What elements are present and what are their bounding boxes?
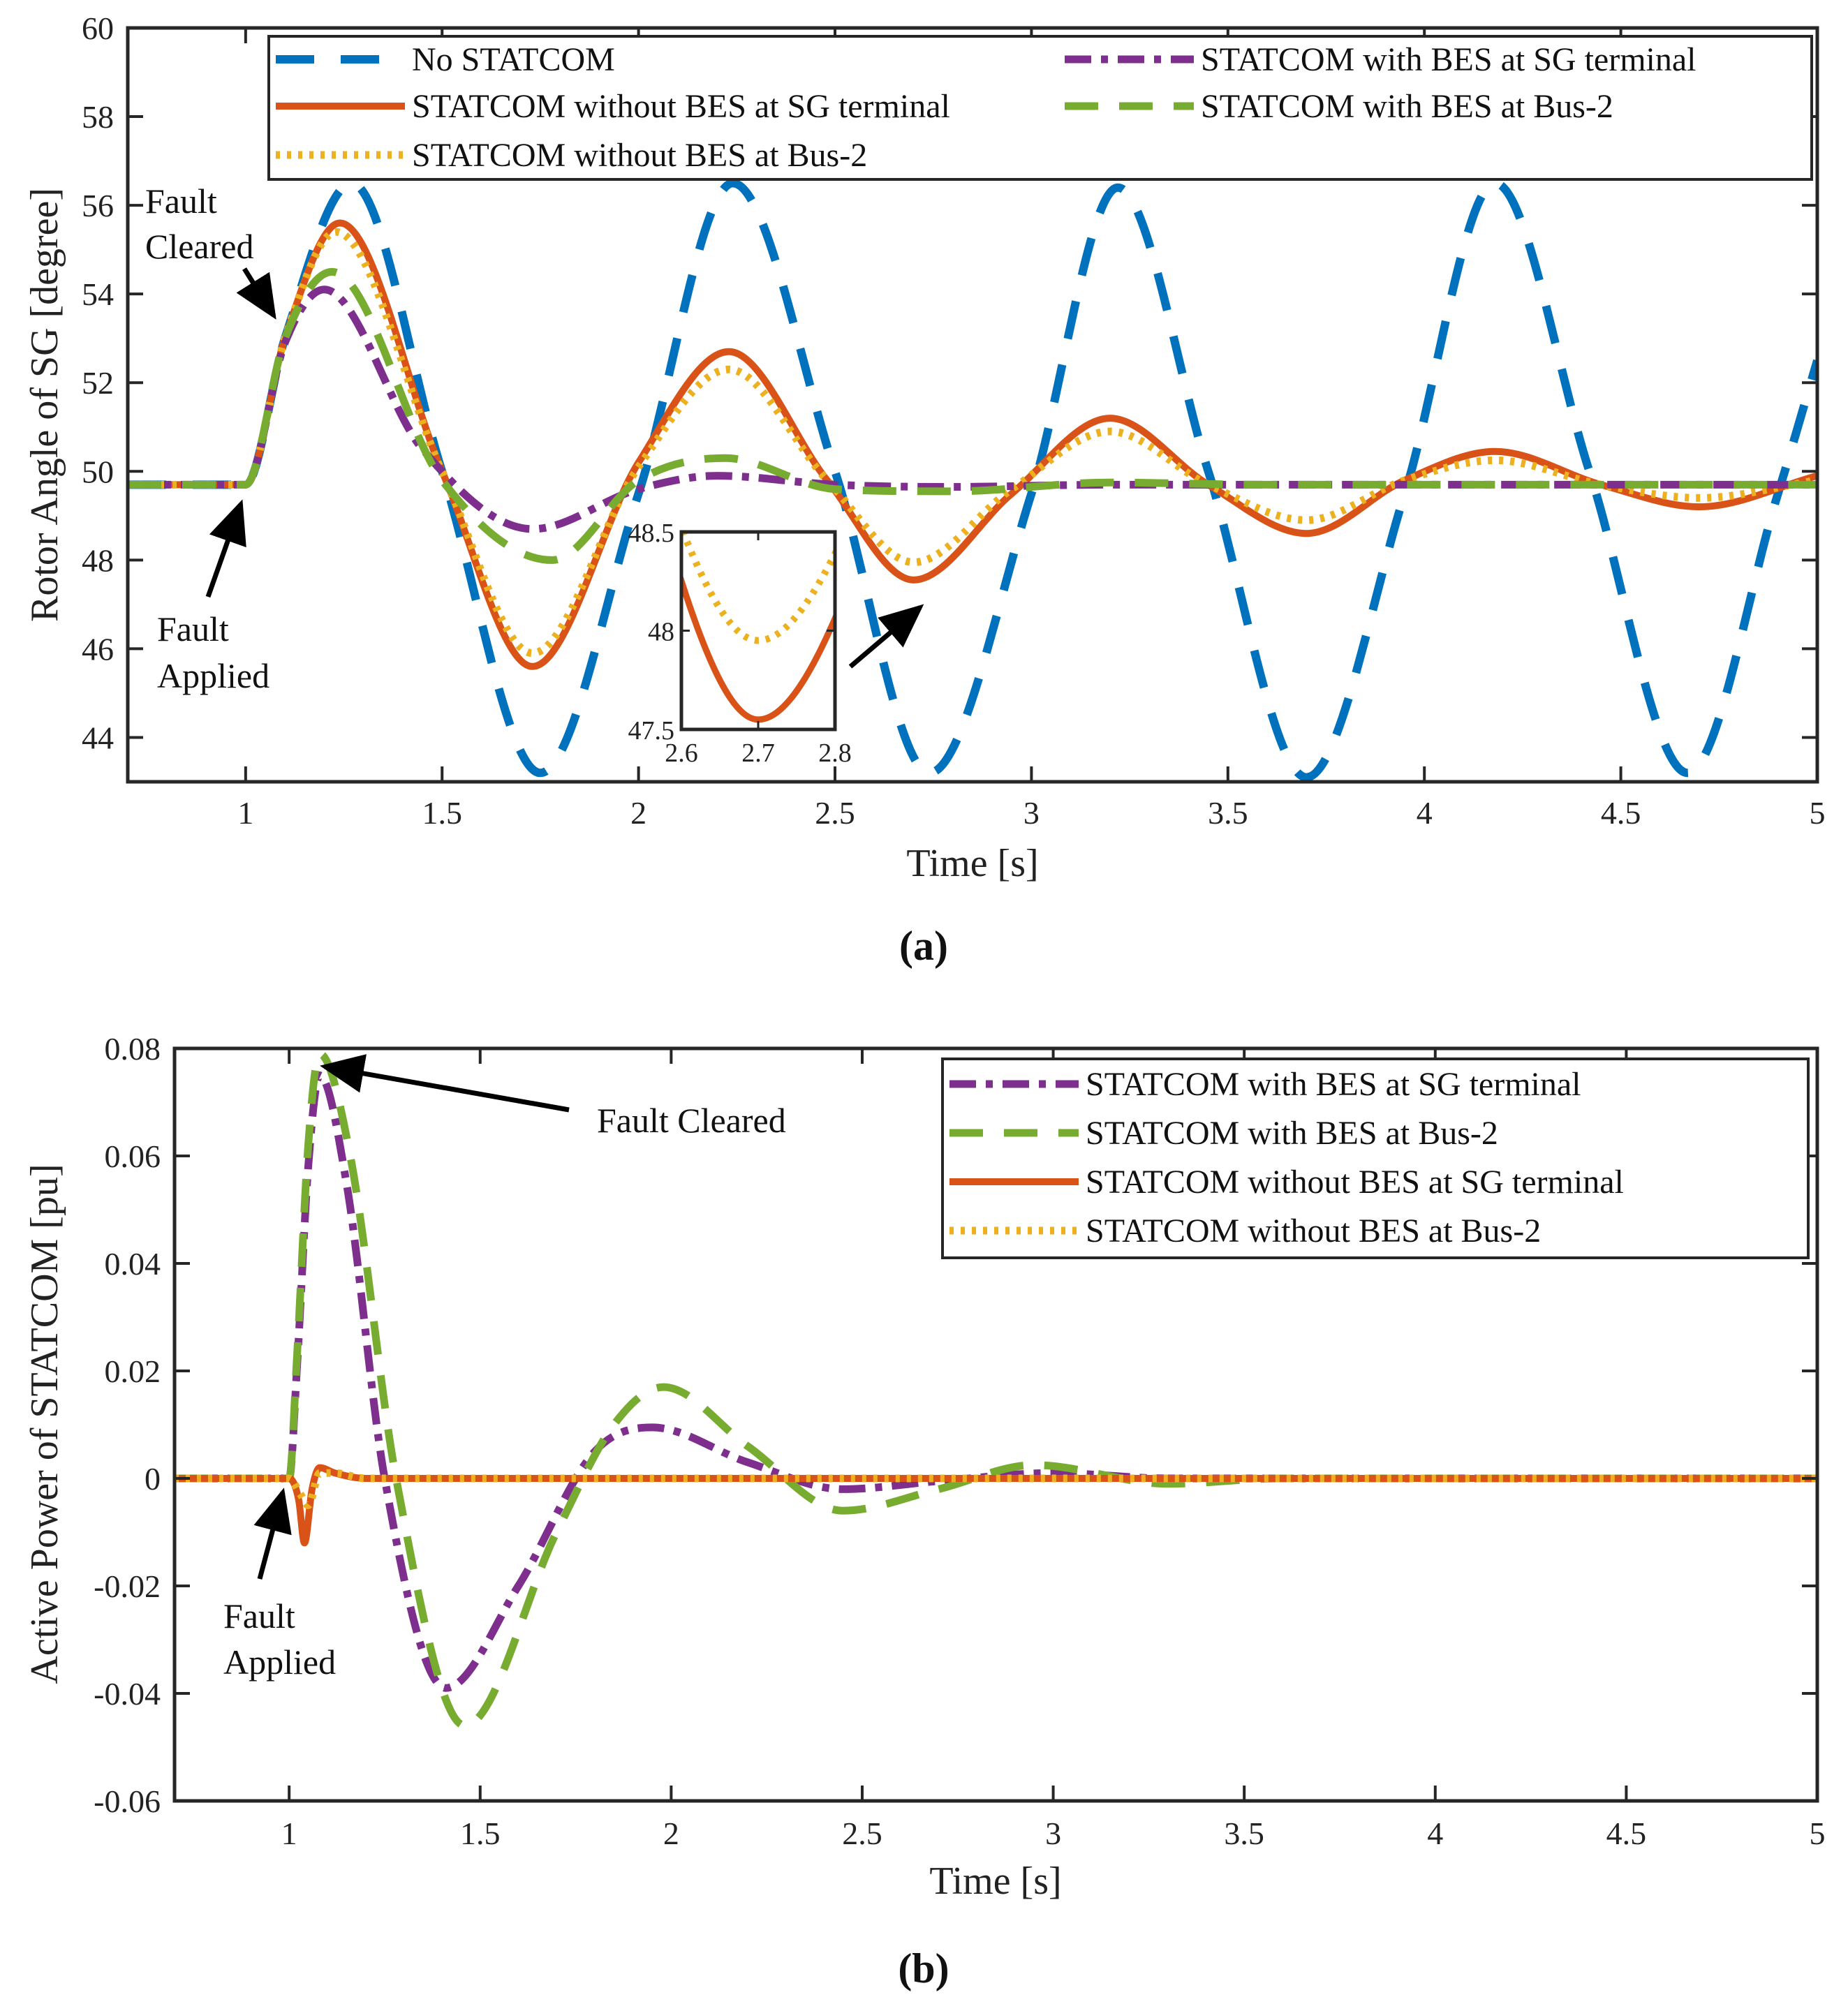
a-legend-label-without-bes-bus2: STATCOM without BES at Bus-2 bbox=[412, 137, 867, 174]
b-y-tick-label: 0.02 bbox=[105, 1353, 161, 1389]
panel-label-a: (a) bbox=[899, 923, 948, 969]
b-x-tick-label: 3 bbox=[1045, 1816, 1061, 1851]
a-y-tick-label: 48 bbox=[82, 542, 114, 578]
inset-x-tick-label: 2.7 bbox=[741, 739, 775, 768]
a-series-with-bes-sg bbox=[128, 285, 1817, 533]
y-axis-title-a: Rotor Angle of SG [degree] bbox=[23, 188, 66, 622]
b-x-tick-label: 5 bbox=[1810, 1816, 1826, 1851]
fault-applied-label-line2: Applied bbox=[157, 656, 269, 695]
a-x-tick-label: 3 bbox=[1023, 795, 1040, 831]
a-y-tick-label: 44 bbox=[82, 720, 114, 755]
fault-cleared-arrow-b bbox=[320, 1054, 570, 1113]
b-y-tick-label: -0.04 bbox=[94, 1676, 161, 1712]
b-x-tick-label: 2 bbox=[663, 1816, 679, 1851]
annotations-a: Fault Cleared Fault Applied bbox=[145, 181, 924, 695]
plot-frame-a bbox=[126, 26, 1819, 784]
fault-applied-label-line1: Fault bbox=[157, 609, 229, 648]
b-y-tick-label: 0.08 bbox=[105, 1031, 161, 1067]
b-y-tick-label: -0.02 bbox=[94, 1568, 161, 1604]
inset-y-tick-label: 48 bbox=[648, 618, 674, 647]
a-legend-label-without-bes-sg: STATCOM without BES at SG terminal bbox=[412, 88, 950, 125]
a-y-tick-label: 46 bbox=[82, 631, 114, 667]
a-y-tick-label: 54 bbox=[82, 276, 114, 312]
b-legend-label-without-bes-sg: STATCOM without BES at SG terminal bbox=[1086, 1164, 1624, 1201]
a-y-tick-label: 50 bbox=[82, 454, 114, 489]
a-y-tick-label: 58 bbox=[82, 99, 114, 135]
inset-y-tick-label: 47.5 bbox=[628, 716, 675, 745]
legend-b: STATCOM with BES at SG terminal STATCOM w… bbox=[941, 1058, 1810, 1259]
fault-applied-label-b-line2: Applied bbox=[223, 1642, 336, 1682]
b-legend-label-with-bes-sg: STATCOM with BES at SG terminal bbox=[1086, 1066, 1581, 1103]
b-series-without-bes-bus2 bbox=[175, 1469, 1817, 1509]
fault-applied-arrow-b bbox=[253, 1487, 292, 1580]
legend-a: No STATCOM STATCOM with BES at SG termina… bbox=[267, 35, 1813, 181]
a-y-tick-label: 52 bbox=[82, 365, 114, 401]
b-x-tick-label: 4.5 bbox=[1606, 1816, 1647, 1851]
a-x-tick-label: 2 bbox=[630, 795, 646, 831]
a-y-tick-label: 56 bbox=[82, 188, 114, 223]
y-axis-title-b: Active Power of STATCOM [pu] bbox=[23, 1164, 66, 1684]
series-group-a bbox=[128, 179, 1817, 782]
axes-a: 1 1.5 2 2.5 3 3.5 4 4.5 5 44 46 48 50 52 54 56 58 60 bbox=[82, 10, 1826, 831]
b-y-tick-label: 0 bbox=[145, 1461, 161, 1497]
series-group-b bbox=[175, 1050, 1817, 1730]
axes-b: 1 1.5 2 2.5 3 3.5 4 4.5 5 -0.06 -0.04 -0.02 0 0.02 0.0… bbox=[94, 1031, 1825, 1851]
legend-box-a bbox=[267, 35, 1813, 181]
a-x-tick-label: 4 bbox=[1417, 795, 1433, 831]
a-x-tick-label: 4.5 bbox=[1601, 795, 1641, 831]
fault-applied-label-b-line1: Fault bbox=[223, 1596, 295, 1635]
fault-applied-arrow bbox=[205, 499, 246, 598]
a-x-tick-label: 3.5 bbox=[1208, 795, 1248, 831]
a-series-with-bes-bus2 bbox=[128, 267, 1817, 564]
b-y-tick-label: 0.04 bbox=[105, 1246, 161, 1282]
inset-y-tick-label: 48.5 bbox=[628, 519, 675, 548]
x-axis-title-a: Time [s] bbox=[906, 842, 1038, 885]
legend-box-b bbox=[941, 1058, 1810, 1259]
annotations-b: Fault Cleared Fault Applied bbox=[223, 1054, 786, 1682]
b-x-tick-label: 4 bbox=[1427, 1816, 1443, 1851]
inset-zoom-arrow bbox=[848, 604, 924, 669]
fault-cleared-label-line1: Fault bbox=[145, 181, 217, 221]
b-y-tick-label: 0.06 bbox=[105, 1138, 161, 1174]
x-axis-title-b: Time [s] bbox=[929, 1860, 1061, 1903]
a-x-tick-label: 1.5 bbox=[422, 795, 462, 831]
inset-x-tick-label: 2.6 bbox=[665, 739, 698, 768]
a-x-tick-label: 2.5 bbox=[815, 795, 855, 831]
a-legend-label-no-statcom: No STATCOM bbox=[412, 41, 615, 78]
inset-frame bbox=[679, 530, 837, 732]
b-legend-label-without-bes-bus2: STATCOM without BES at Bus-2 bbox=[1086, 1212, 1541, 1249]
plot-frame-b bbox=[172, 1046, 1819, 1803]
b-x-tick-label: 1.5 bbox=[460, 1816, 501, 1851]
inset-x-tick-label: 2.8 bbox=[818, 739, 852, 768]
b-legend-label-with-bes-bus2: STATCOM with BES at Bus-2 bbox=[1086, 1115, 1498, 1152]
a-legend-label-with-bes-bus2: STATCOM with BES at Bus-2 bbox=[1201, 88, 1613, 125]
a-x-tick-label: 1 bbox=[237, 795, 253, 831]
fault-cleared-label-b: Fault Cleared bbox=[597, 1101, 786, 1140]
inset-background bbox=[681, 532, 835, 729]
a-x-tick-label: 5 bbox=[1810, 795, 1826, 831]
inset-a: 2.6 2.7 2.8 47.5 48 48.5 bbox=[628, 519, 852, 768]
fault-cleared-label-line2: Cleared bbox=[145, 227, 253, 266]
a-legend-label-with-bes-sg: STATCOM with BES at SG terminal bbox=[1201, 41, 1697, 78]
fault-cleared-arrow bbox=[236, 267, 276, 320]
panel-b: 1 1.5 2 2.5 3 3.5 4 4.5 5 -0.06 -0.04 -0.02 0 0.02 0.0… bbox=[23, 1031, 1826, 1991]
b-x-tick-label: 1 bbox=[281, 1816, 297, 1851]
b-x-tick-label: 3.5 bbox=[1224, 1816, 1264, 1851]
a-y-tick-label: 60 bbox=[82, 10, 114, 46]
b-y-tick-label: -0.06 bbox=[94, 1783, 161, 1819]
b-x-tick-label: 2.5 bbox=[842, 1816, 882, 1851]
panel-label-b: (b) bbox=[898, 1945, 949, 1991]
